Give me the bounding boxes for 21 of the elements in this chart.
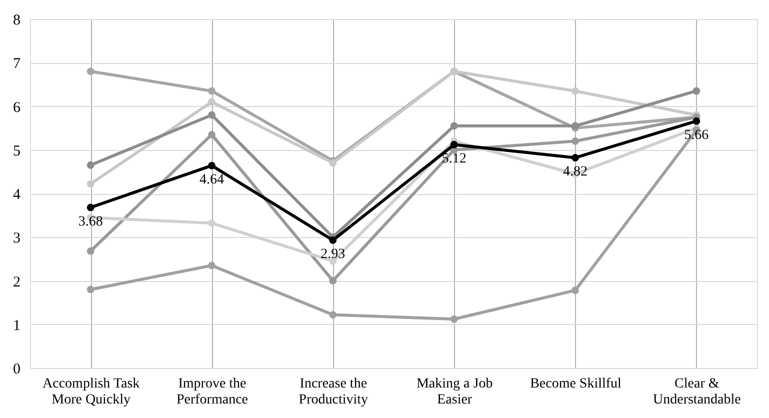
x-tick-label: Clear & Understandable — [652, 376, 741, 408]
x-tick-label: Making a Job Easier — [416, 376, 493, 408]
y-tick-label: 5 — [13, 143, 20, 160]
y-tick-label: 1 — [13, 318, 20, 334]
x-tick-label: Improve the Performance — [176, 376, 248, 408]
y-tick-label: 2 — [13, 274, 20, 290]
data-label: 3.68 — [78, 214, 103, 230]
x-tick-label: Become Skillful — [530, 376, 622, 392]
x-tick-label: Increase the Productivity — [298, 376, 368, 408]
y-tick-label: 3 — [13, 230, 20, 247]
y-tick-label: 6 — [13, 100, 21, 116]
y-tick-label: 7 — [13, 56, 21, 72]
data-label: 4.64 — [200, 172, 224, 188]
y-tick-label: 0 — [13, 362, 20, 378]
data-label: 5.12 — [442, 152, 466, 167]
data-label: 2.93 — [320, 247, 346, 262]
data-label: 5.66 — [684, 128, 709, 144]
x-tick-label: Accomplish Task More Quickly — [42, 376, 140, 408]
data-label: 4.82 — [563, 164, 588, 180]
y-tick-label: 8 — [13, 12, 20, 28]
y-tick-label: 4 — [13, 187, 21, 203]
